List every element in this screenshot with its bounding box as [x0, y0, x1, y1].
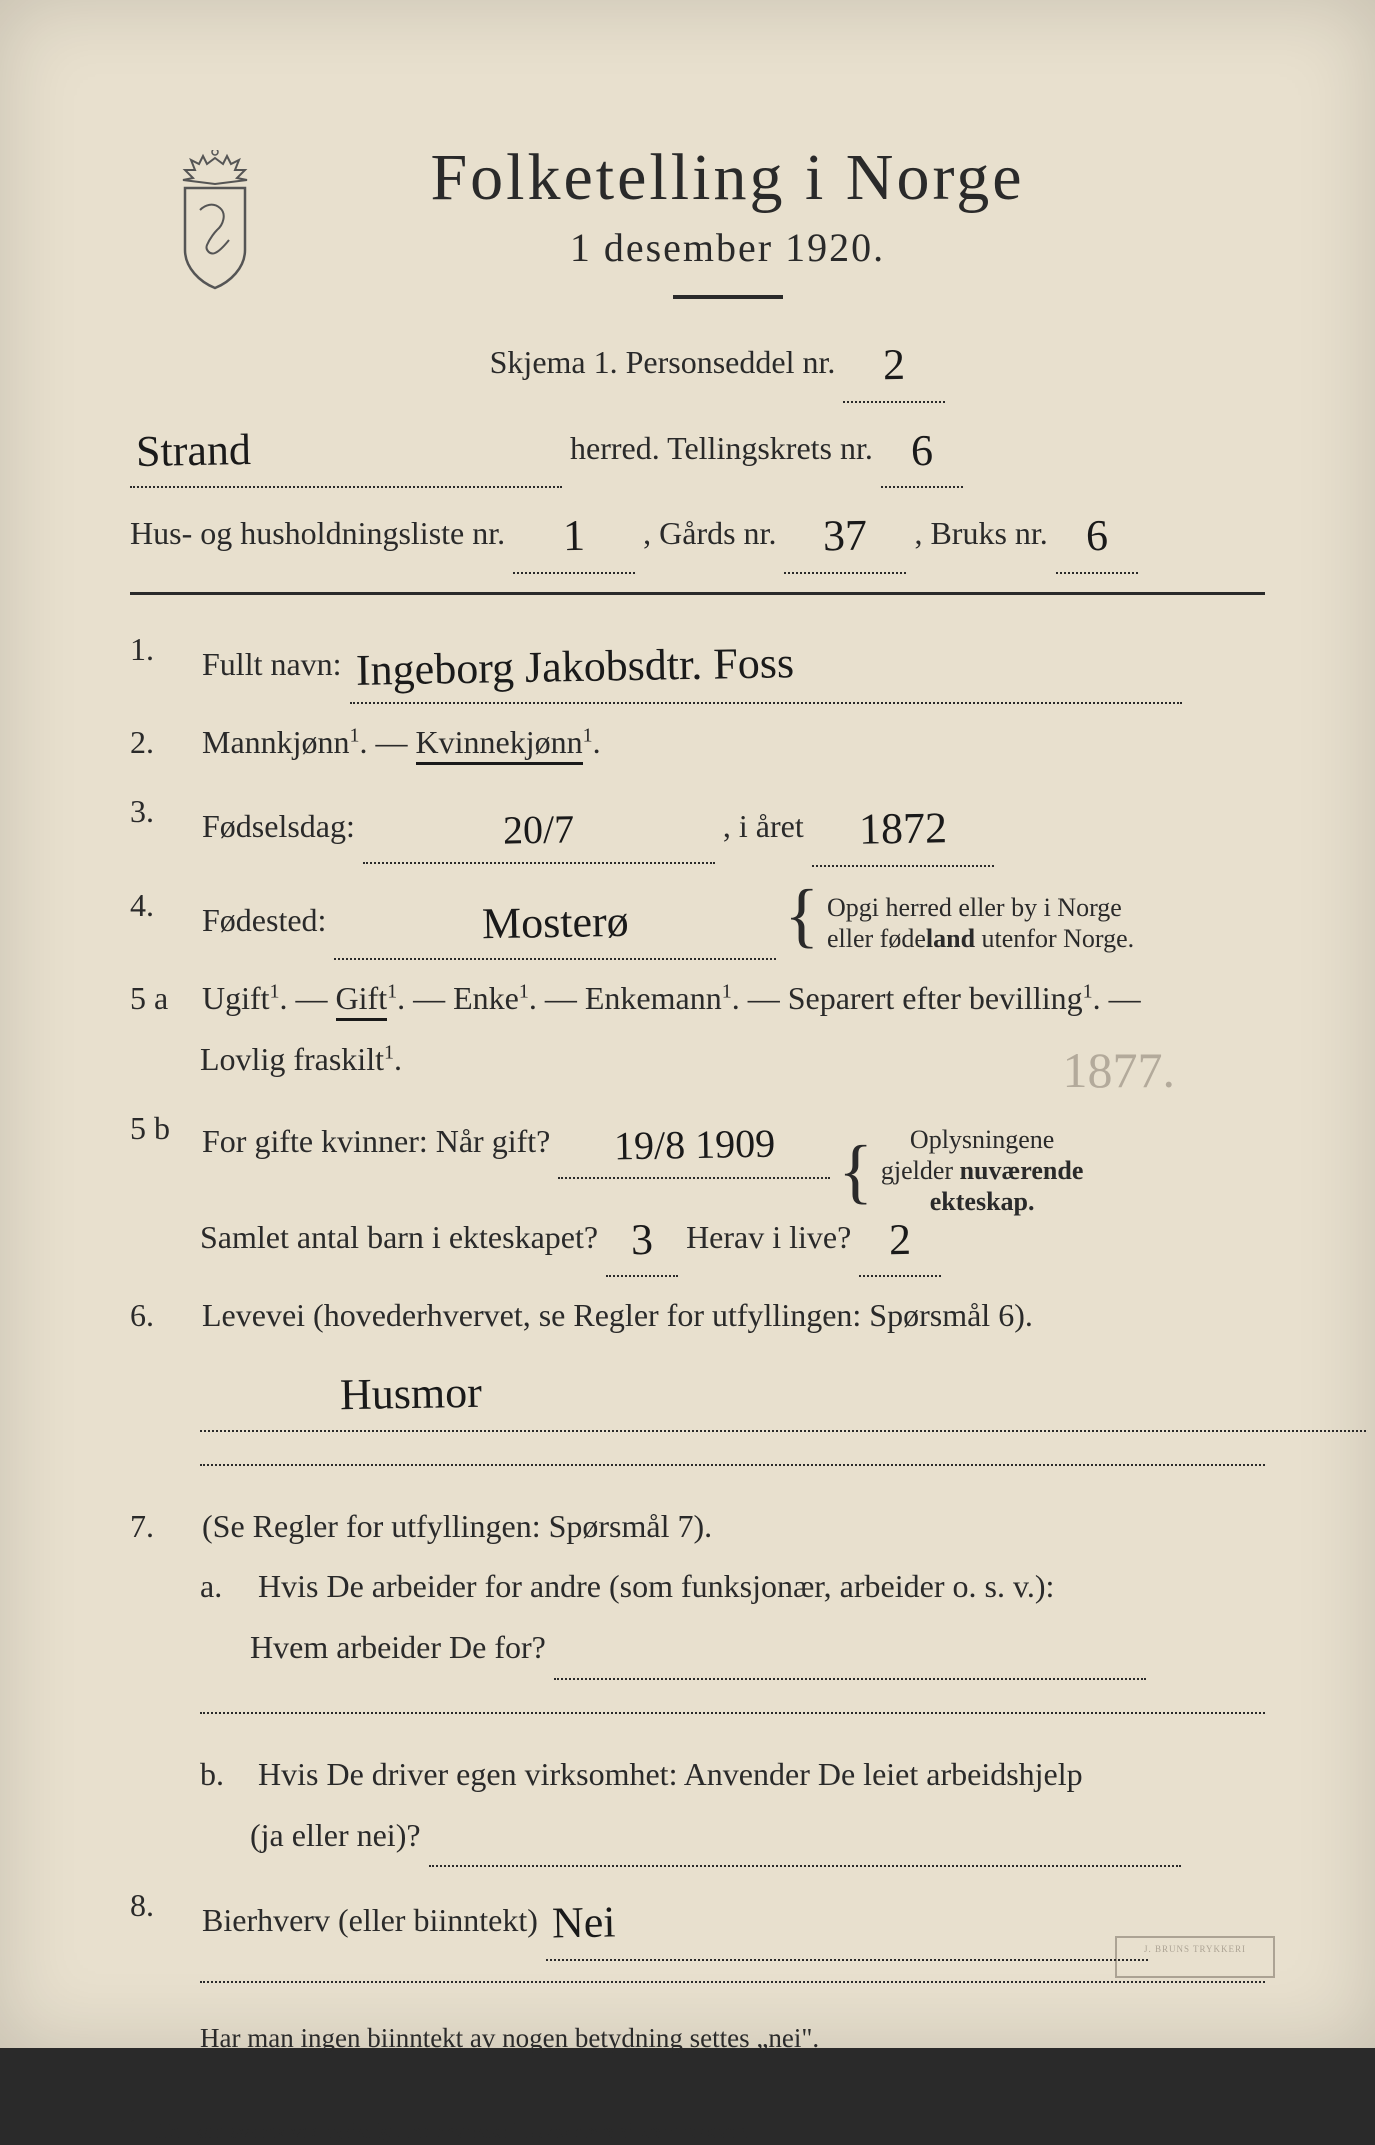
printer-stamp: J. BRUNS TRYKKERI [1115, 1936, 1275, 1978]
census-form-page: Folketelling i Norge 1 desember 1920. Sk… [0, 0, 1375, 2048]
blank-line [200, 1979, 1265, 1983]
herred-label: herred. Tellingskrets nr. [570, 430, 873, 466]
herred-row: Strand herred. Tellingskrets nr. 6 [130, 403, 1265, 489]
hus-nr: 1 [562, 494, 585, 578]
q6-value: Husmor [339, 1351, 482, 1437]
q5a-separert: Separert efter bevilling [788, 980, 1083, 1016]
q7-label: (Se Regler for utfyllingen: Spørsmål 7). [202, 1508, 712, 1544]
q5b-num: 5 b [130, 1098, 194, 1159]
page-subtitle: 1 desember 1920. [190, 224, 1265, 271]
q1-value: Ingeborg Jakobsdtr. Foss [355, 621, 794, 712]
q3-day: 20/7 [503, 792, 575, 869]
q8-value: Nei [551, 1881, 616, 1966]
q7-row: 7. (Se Regler for utfyllingen: Spørsmål … [130, 1496, 1265, 1557]
gards-nr: 37 [823, 494, 868, 578]
title-rule [673, 295, 783, 299]
q5a-enkemann: Enkemann [585, 980, 722, 1016]
q1-label: Fullt navn: [202, 646, 342, 682]
q4-num: 4. [130, 875, 194, 936]
q5a-fraskilt: Lovlig fraskilt [200, 1041, 384, 1077]
q6-num: 6. [130, 1285, 194, 1346]
q7b-blank [429, 1805, 1181, 1868]
q6-row: 6. Levevei (hovederhvervet, se Regler fo… [130, 1285, 1265, 1346]
q7a2-text: Hvem arbeider De for? [250, 1629, 546, 1665]
q7-num: 7. [130, 1496, 194, 1557]
q5a-num: 5 a [130, 968, 194, 1029]
q4-value: Mosterø [481, 879, 629, 965]
q3-num: 3. [130, 781, 194, 842]
bruks-nr: 6 [1085, 494, 1108, 578]
q7a-blank [554, 1617, 1146, 1680]
gards-label: , Gårds nr. [643, 515, 776, 551]
q5b-children-label: Samlet antal barn i ekteskapet? [200, 1219, 598, 1255]
section-rule [130, 592, 1265, 595]
q7b-text: Hvis De driver egen virksomhet: Anvender… [258, 1756, 1083, 1792]
q7b-row: b. Hvis De driver egen virksomhet: Anven… [200, 1744, 1265, 1805]
q1-row: 1. Fullt navn: Ingeborg Jakobsdtr. Foss [130, 619, 1265, 705]
q7a-row: a. Hvis De arbeider for andre (som funks… [200, 1556, 1265, 1617]
q5a-row2: Lovlig fraskilt1. 1877. [200, 1029, 1265, 1090]
q8-label: Bierhverv (eller biinntekt) [202, 1902, 538, 1938]
q1-num: 1. [130, 619, 194, 680]
q2-row: 2. Mannkjønn1. — Kvinnekjønn1. [130, 712, 1265, 773]
blank-line [200, 1710, 1265, 1714]
tellingskrets-nr: 6 [910, 408, 933, 492]
q4-row: 4. Fødested: Mosterø { Opgi herred eller… [130, 875, 1265, 961]
page-title: Folketelling i Norge [190, 140, 1265, 216]
coat-of-arms-icon [165, 150, 265, 290]
q8-row: 8. Bierhverv (eller biinntekt) Nei [130, 1875, 1265, 1961]
q5b-row: 5 b For gifte kvinner: Når gift? 19/8 19… [130, 1098, 1265, 1192]
q5a-row: 5 a Ugift1. — Gift1. — Enke1. — Enkemann… [130, 968, 1265, 1029]
blank-line [200, 1462, 1265, 1466]
q5a-enke: Enke [453, 980, 519, 1016]
footnote: 1 Her kan svares ved tydelig understrekn… [130, 2117, 1265, 2144]
footnote-rule [130, 2086, 350, 2087]
q8-num: 8. [130, 1875, 194, 1936]
q5b-row2: Samlet antal barn i ekteskapet? 3 Herav … [200, 1192, 1265, 1278]
skjema-row: Skjema 1. Personseddel nr. 2 [170, 317, 1265, 403]
herred-value: Strand [135, 408, 251, 494]
tail-note: Har man ingen biinntekt av nogen betydni… [200, 2013, 1265, 2064]
q3-mid: , i året [723, 808, 804, 844]
q2-male: Mannkjønn [202, 724, 350, 760]
q3-row: 3. Fødselsdag: 20/7 , i året 1872 [130, 781, 1265, 867]
q6-label: Levevei (hovederhvervet, se Regler for u… [202, 1297, 1033, 1333]
q4-label: Fødested: [202, 902, 326, 938]
q5a-ugift: Ugift [202, 980, 270, 1016]
q3-label: Fødselsdag: [202, 808, 355, 844]
q5b-year: 19/8 1909 [613, 1106, 775, 1185]
q7b-row2: (ja eller nei)? [250, 1805, 1265, 1868]
bruks-label: , Bruks nr. [914, 515, 1047, 551]
hus-label: Hus- og husholdningsliste nr. [130, 515, 505, 551]
title-block: Folketelling i Norge 1 desember 1920. [190, 140, 1265, 299]
q3-year: 1872 [858, 786, 947, 871]
q5a-gift: Gift [336, 980, 388, 1021]
q6-value-row: Husmor [200, 1346, 1265, 1432]
q5b-label: For gifte kvinner: Når gift? [202, 1123, 550, 1159]
hus-row: Hus- og husholdningsliste nr. 1 , Gårds … [130, 488, 1265, 574]
q5b-live-label: Herav i live? [686, 1219, 851, 1255]
q5b-live: 2 [889, 1197, 912, 1281]
q7b2-text: (ja eller nei)? [250, 1817, 421, 1853]
q5b-children: 3 [630, 1197, 653, 1281]
q4-sidenote: Opgi herred eller by i Norge eller fødel… [827, 892, 1134, 954]
q7a-row2: Hvem arbeider De for? [250, 1617, 1265, 1680]
q7a-text: Hvis De arbeider for andre (som funksjon… [258, 1568, 1054, 1604]
q2-female: Kvinnekjønn [416, 724, 583, 765]
skjema-label: Skjema 1. Personseddel nr. [490, 344, 836, 380]
personseddel-nr: 2 [883, 323, 906, 407]
q2-num: 2. [130, 712, 194, 773]
